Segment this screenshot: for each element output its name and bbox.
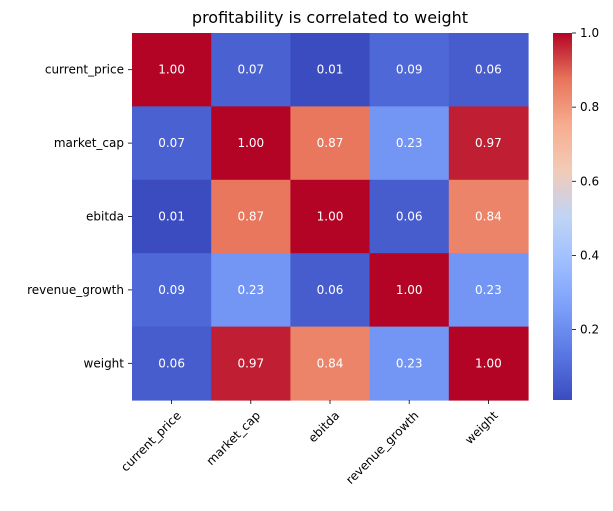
colorbar-tick-label: 0.6	[580, 174, 599, 188]
cell-value-label: 0.09	[396, 63, 423, 77]
heatmap-cell	[369, 33, 450, 107]
y-tick-label: revenue_growth	[27, 283, 124, 297]
cell-value-label: 1.00	[396, 283, 423, 297]
heatmap-cell	[448, 326, 529, 401]
colorbar-tick-label: 1.0	[580, 26, 599, 40]
cell-value-label: 0.09	[158, 283, 185, 297]
cell-value-label: 0.84	[317, 356, 344, 370]
cell-value-label: 0.06	[158, 356, 185, 370]
colorbar-tick-label: 0.4	[580, 248, 599, 262]
heatmap-cell	[132, 326, 212, 401]
heatmap-cell	[211, 33, 291, 107]
cell-value-label: 0.87	[237, 210, 264, 224]
cell-value-label: 0.23	[475, 283, 502, 297]
cell-value-label: 1.00	[317, 210, 344, 224]
x-tick-label: revenue_growth	[343, 408, 421, 486]
heatmap-cell	[369, 326, 450, 401]
x-tick-label: current_price	[118, 408, 184, 474]
heatmap-cell	[290, 33, 371, 107]
heatmap-cell	[448, 253, 529, 328]
heatmap-cell	[290, 253, 371, 328]
cell-value-label: 0.84	[475, 210, 502, 224]
heatmap-cell	[369, 106, 450, 181]
y-tick-label: weight	[84, 356, 125, 370]
cell-value-label: 0.97	[475, 136, 502, 150]
heatmap-cell	[448, 106, 529, 181]
cell-value-label: 0.87	[317, 136, 344, 150]
heatmap-cell	[132, 33, 212, 107]
colorbar-ticks: 0.2 0.4 0.6 0.8 1.0	[572, 26, 599, 337]
heatmap-cell	[369, 253, 450, 328]
heatmap-cell	[132, 106, 212, 181]
heatmap-cell	[448, 33, 529, 107]
cell-value-label: 0.06	[396, 210, 423, 224]
colorbar-tick-label: 0.8	[580, 100, 599, 114]
cell-value-label: 0.23	[396, 136, 423, 150]
colorbar-gradient	[553, 33, 572, 400]
x-tick-label: weight	[462, 408, 501, 447]
heatmap-cell	[211, 179, 291, 254]
heatmap-cell	[290, 106, 371, 181]
x-tick-label: market_cap	[204, 408, 264, 468]
x-tick-label: ebitda	[306, 408, 343, 445]
heatmap-cell	[211, 326, 291, 401]
y-tick-label: market_cap	[54, 136, 124, 150]
heatmap-cell	[211, 253, 291, 328]
colorbar	[553, 33, 572, 400]
heatmap-cells: 1.00 0.07 0.01 0.09 0.06 0.07 1.00 0.87 0.23 0.97…	[132, 33, 529, 401]
colorbar-tick-label: 0.2	[580, 323, 599, 337]
cell-value-label: 0.01	[317, 63, 344, 77]
cell-value-label: 0.06	[317, 283, 344, 297]
cell-value-label: 0.23	[396, 356, 423, 370]
chart-title: profitability is correlated to weight	[192, 8, 468, 27]
cell-value-label: 1.00	[237, 136, 264, 150]
cell-value-label: 0.06	[475, 63, 502, 77]
x-tick-labels: current_price market_cap ebitda revenue_gro…	[118, 400, 501, 487]
heatmap-cell	[369, 179, 450, 254]
heatmap-cell	[448, 179, 529, 254]
heatmap-cell	[290, 326, 371, 401]
heatmap-cell	[132, 253, 212, 328]
heatmap-cell	[290, 179, 371, 254]
cell-value-label: 1.00	[158, 63, 185, 77]
cell-value-label: 0.01	[158, 210, 185, 224]
cell-value-label: 1.00	[475, 356, 502, 370]
cell-value-label: 0.07	[237, 63, 264, 77]
cell-value-label: 0.23	[237, 283, 264, 297]
y-tick-label: ebitda	[86, 210, 124, 224]
cell-value-label: 0.07	[158, 136, 185, 150]
heatmap-cell	[211, 106, 291, 181]
y-tick-label: current_price	[45, 63, 124, 77]
cell-value-label: 0.97	[237, 356, 264, 370]
heatmap-cell	[132, 179, 212, 254]
